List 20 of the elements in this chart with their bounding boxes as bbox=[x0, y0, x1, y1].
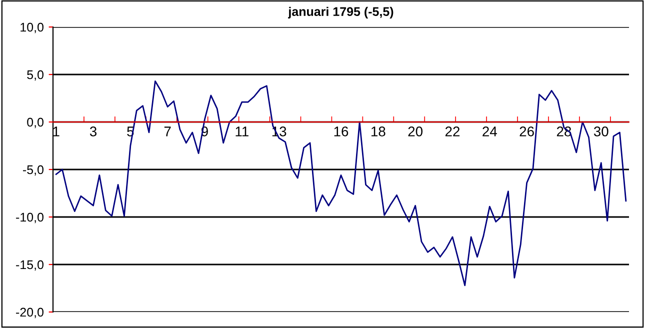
y-tick-label: 10,0 bbox=[20, 22, 44, 34]
x-tick-label: 11 bbox=[236, 126, 248, 136]
x-tick-label: 3 bbox=[90, 126, 97, 136]
chart-title: januari 1795 (-5,5) bbox=[288, 6, 394, 18]
y-tick-label: -15,0 bbox=[16, 260, 44, 271]
x-tick-label: 30 bbox=[594, 126, 608, 136]
y-tick-label: -10,0 bbox=[16, 212, 44, 224]
line-series bbox=[55, 80, 627, 286]
x-tick-label: 18 bbox=[371, 126, 386, 136]
y-tick-label: 0,0 bbox=[27, 118, 44, 128]
x-tick-label: 22 bbox=[445, 126, 460, 136]
x-tick-label: 26 bbox=[520, 126, 534, 136]
x-tick-label: 24 bbox=[482, 126, 497, 136]
x-tick-label: 1 bbox=[53, 126, 60, 136]
y-tick-label: 5,0 bbox=[27, 70, 44, 81]
x-tick-label: 7 bbox=[164, 126, 171, 136]
y-tick-label: -5,0 bbox=[22, 165, 44, 176]
x-tick-label: 16 bbox=[334, 126, 348, 136]
x-tick-label: 20 bbox=[408, 126, 423, 136]
y-tick-label: -20,0 bbox=[16, 308, 44, 318]
